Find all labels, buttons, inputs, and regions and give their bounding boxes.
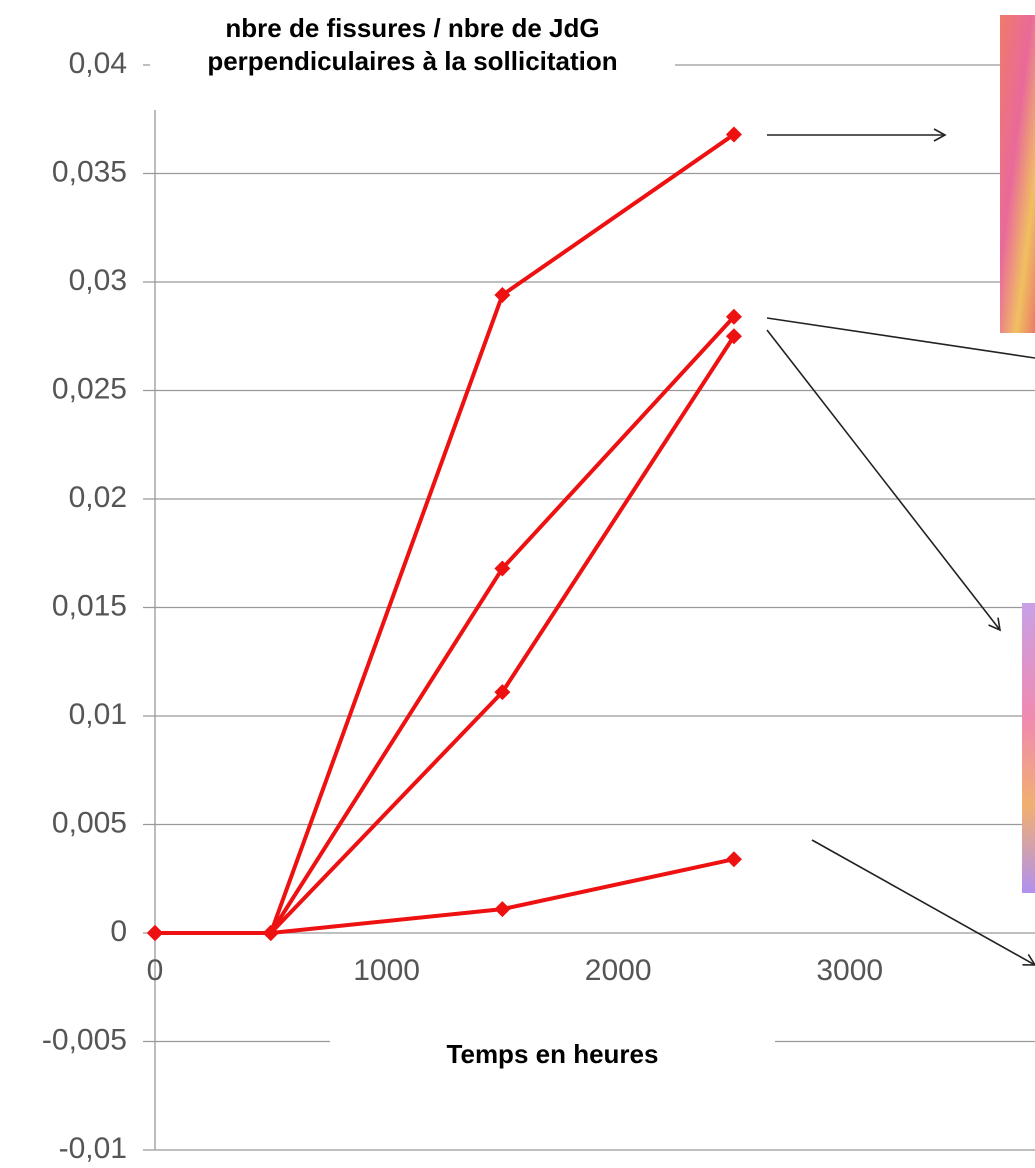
series-line [155, 132, 736, 935]
y-tick-label: 0,035 [52, 155, 127, 188]
arrows [766, 128, 1035, 966]
marker [494, 560, 511, 577]
y-tick-label: 0,01 [69, 698, 127, 731]
series-line [155, 315, 736, 935]
y-tick-label: 0,005 [52, 806, 127, 839]
marker [494, 901, 511, 918]
x-tick-label: 3000 [816, 954, 883, 987]
y-tick-label: -0,01 [59, 1132, 127, 1165]
series-line [155, 857, 735, 935]
marker [725, 126, 742, 143]
marker [494, 287, 511, 304]
marker [725, 851, 742, 868]
marker [147, 925, 163, 941]
x-tick-label: 0 [147, 954, 164, 987]
micrograph [1000, 15, 1035, 333]
y-tick-label: 0,04 [69, 47, 127, 80]
grid [143, 64, 1035, 1151]
marker [262, 925, 279, 941]
arrow [766, 317, 1035, 359]
y-tick-label: -0,005 [42, 1023, 127, 1056]
chart-title: nbre de fissures / nbre de JdG perpendic… [150, 12, 675, 78]
arrow [766, 329, 1002, 632]
x-axis-label: Temps en heures [330, 1038, 775, 1071]
micrograph [1022, 603, 1035, 893]
marker [494, 684, 511, 701]
y-tick-label: 0 [110, 915, 127, 948]
marker [725, 308, 742, 325]
y-tick-label: 0,015 [52, 589, 127, 622]
marker [725, 328, 742, 345]
y-tick-label: 0,025 [52, 372, 127, 405]
x-tick-label: 2000 [585, 954, 652, 987]
y-tick-label: 0,02 [69, 481, 127, 514]
y-tick-label: 0,03 [69, 264, 127, 297]
arrow [811, 839, 1035, 966]
x-tick-label: 1000 [353, 954, 420, 987]
series-line [155, 335, 736, 935]
